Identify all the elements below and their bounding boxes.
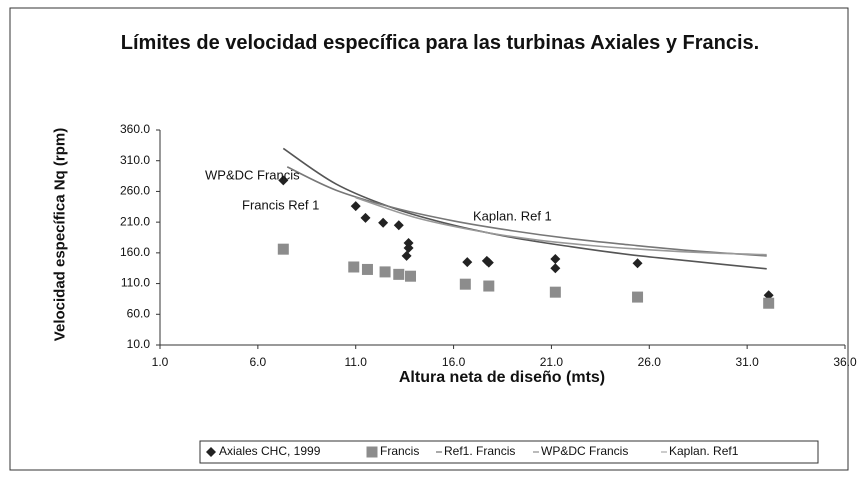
annotation: WP&DC Francis — [205, 167, 300, 182]
y-tick-label: 360.0 — [120, 122, 150, 136]
square-marker — [361, 263, 373, 275]
diamond-marker — [206, 447, 216, 457]
square-marker — [379, 266, 391, 278]
chart-title: Límites de velocidad específica para las… — [120, 32, 760, 54]
x-tick-label: 36.0 — [833, 355, 857, 369]
square-marker — [459, 278, 471, 290]
diamond-marker — [462, 257, 473, 268]
x-tick-label: 6.0 — [250, 355, 267, 369]
x-tick-label: 31.0 — [735, 355, 759, 369]
legend-label: WP&DC Francis — [541, 444, 628, 458]
square-marker — [405, 270, 417, 282]
x-axis-label: Altura neta de diseño (mts) — [399, 369, 605, 386]
square-marker — [483, 280, 495, 292]
diamond-marker — [632, 258, 643, 269]
legend-box — [199, 440, 819, 464]
diamond-marker — [278, 175, 289, 186]
y-axis-label: Velocidad específica Nq (rpm) — [51, 127, 69, 342]
legend-label: Kaplan. Ref1 — [669, 444, 739, 458]
chart-frame — [9, 7, 849, 471]
square-marker — [632, 291, 644, 303]
square-marker — [348, 261, 360, 273]
square-marker — [549, 286, 561, 298]
diamond-marker — [360, 212, 371, 223]
diamond-marker — [378, 217, 389, 228]
diamond-marker — [483, 257, 494, 268]
curve — [355, 196, 767, 256]
x-tick-label: 11.0 — [344, 355, 367, 369]
square-marker — [763, 297, 775, 309]
diamond-marker — [393, 220, 404, 231]
x-tick-label: 16.0 — [442, 355, 466, 369]
y-tick-label: 310.0 — [120, 153, 150, 167]
legend-label: Francis — [380, 444, 419, 458]
square-marker — [277, 243, 289, 255]
legend-label: Axiales CHC, 1999 — [219, 444, 321, 458]
y-tick-label: 10.0 — [127, 337, 151, 351]
annotation: Francis Ref 1 — [242, 197, 319, 212]
curve — [282, 147, 767, 270]
x-tick-label: 1.0 — [152, 355, 169, 369]
diamond-marker — [550, 254, 561, 264]
square-marker — [366, 446, 378, 458]
diamond-marker — [403, 242, 414, 253]
curve — [286, 166, 767, 257]
x-tick-label: 21.0 — [540, 355, 564, 369]
annotation: Kaplan. Ref 1 — [473, 208, 552, 223]
legend-label: Ref1. Francis — [444, 444, 515, 458]
diamond-marker — [350, 201, 361, 212]
diamond-marker — [401, 250, 412, 261]
y-tick-label: 60.0 — [127, 306, 151, 320]
square-marker — [393, 268, 405, 280]
y-tick-label: 160.0 — [120, 245, 150, 259]
y-tick-label: 110.0 — [121, 276, 150, 290]
y-tick-label: 210.0 — [120, 214, 150, 228]
diamond-marker — [550, 263, 561, 274]
y-tick-label: 260.0 — [120, 184, 150, 198]
x-tick-label: 26.0 — [638, 355, 662, 369]
